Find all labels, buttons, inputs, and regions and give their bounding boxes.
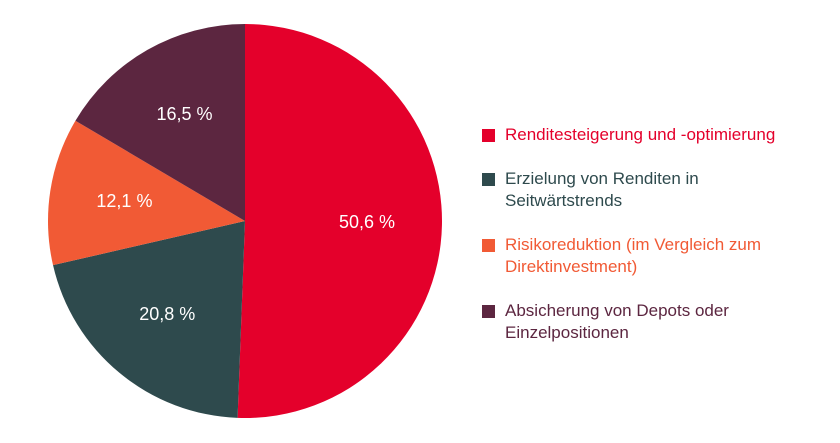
legend-swatch	[482, 305, 495, 318]
legend-label: Absicherung von Depots oder Einzelpositi…	[505, 301, 729, 342]
legend-label: Risikoreduktion (im Vergleich zum Direkt…	[505, 235, 762, 276]
slice-value-label: 20,8 %	[139, 304, 195, 324]
slice-renditesteigerung	[237, 24, 442, 418]
legend-label: Erzielung von Renditen in Seitwärtstrend…	[505, 169, 699, 210]
legend-item-renditesteigerung: Renditesteigerung und -optimierung	[482, 124, 832, 146]
slice-value-label: 50,6 %	[339, 212, 395, 232]
legend-label: Renditesteigerung und -optimierung	[505, 125, 776, 144]
legend-swatch	[482, 173, 495, 186]
slice-value-label: 16,5 %	[157, 104, 213, 124]
legend-swatch	[482, 129, 495, 142]
legend-item-risikoreduktion: Risikoreduktion (im Vergleich zum Direkt…	[482, 234, 832, 278]
slice-absicherung	[75, 24, 245, 221]
slice-value-label: 12,1 %	[96, 191, 152, 211]
slice-risikoreduktion	[48, 120, 246, 266]
legend: Renditesteigerung und -optimierung Erzie…	[482, 124, 832, 366]
legend-swatch	[482, 239, 495, 252]
slice-seitwaertstrends	[53, 221, 246, 418]
legend-item-seitwaertstrends: Erzielung von Renditen in Seitwärtstrend…	[482, 168, 832, 212]
legend-item-absicherung: Absicherung von Depots oder Einzelpositi…	[482, 300, 832, 344]
